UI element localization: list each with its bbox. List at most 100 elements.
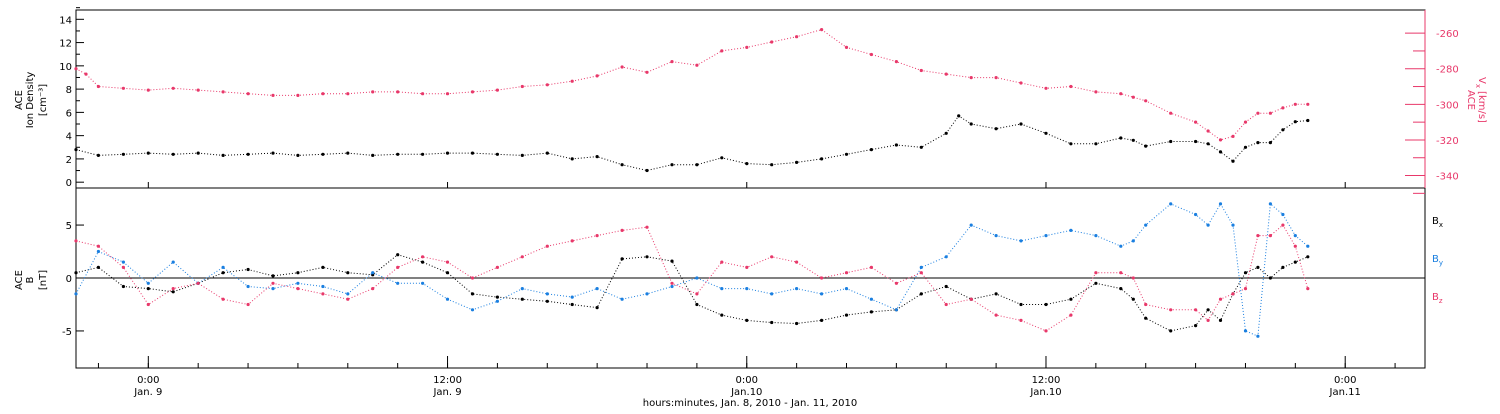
by-point-3 <box>146 281 150 285</box>
vx-point-17 <box>470 90 475 94</box>
top-ytick-label-4: 8 <box>66 85 72 96</box>
bx-point-19 <box>545 299 549 303</box>
vx-point-6 <box>196 88 200 92</box>
vx-point-3 <box>121 86 125 90</box>
bz-point-11 <box>346 297 350 301</box>
ion-density-point-23 <box>645 168 649 173</box>
bx-point-21 <box>595 306 599 310</box>
by-point-53 <box>1281 212 1285 217</box>
bz-point-44 <box>1144 302 1148 307</box>
top-ytick-label-1: 2 <box>66 155 72 166</box>
xtick-day-label-4: Jan.11 <box>1329 387 1361 398</box>
bz-point-22 <box>620 228 624 232</box>
bx-point-50 <box>1243 271 1248 275</box>
vx-point-18 <box>495 88 499 92</box>
bz-point-20 <box>570 239 574 243</box>
top-ytick-label-5: 10 <box>59 62 72 73</box>
ion-density-point-30 <box>820 157 824 161</box>
by-trace <box>75 202 1309 337</box>
bx-trace <box>75 254 1308 332</box>
bottom-ylabel-line1: ACE <box>14 270 25 290</box>
vx-point-48 <box>1206 129 1210 133</box>
vx-point-36 <box>944 72 948 76</box>
bz-point-55 <box>1306 287 1310 291</box>
vx-point-25 <box>670 60 674 64</box>
vx-point-5 <box>171 86 175 90</box>
bz-point-51 <box>1256 234 1260 238</box>
vx-point-31 <box>820 28 824 32</box>
top-ytick-label-3: 6 <box>66 108 72 119</box>
legend-bz-sub: z <box>1439 297 1443 305</box>
vx-point-33 <box>869 52 874 57</box>
bz-point-42 <box>1119 271 1123 275</box>
ion-density-point-55 <box>1293 120 1297 124</box>
xtick-day-label-2: Jan.10 <box>730 387 762 398</box>
bx-point-10 <box>321 265 325 269</box>
ion-density-point-17 <box>495 152 499 156</box>
bx-point-43 <box>1131 297 1135 301</box>
ion-density-point-1 <box>96 153 100 157</box>
top-y2label-unit: [km/s] <box>1476 91 1487 123</box>
bz-point-5 <box>196 281 200 285</box>
top-ytick-label-7: 14 <box>59 15 72 26</box>
top-ylabel-line3: [cm⁻³] <box>38 84 49 116</box>
top-y2label-sub: x <box>1474 84 1482 88</box>
bz-point-18 <box>520 255 524 259</box>
bz-point-26 <box>720 260 724 264</box>
bx-point-32 <box>869 310 874 314</box>
ion-density-point-41 <box>1069 142 1073 146</box>
top-y2tick-label-2: -300 <box>1436 100 1459 111</box>
by-point-19 <box>545 292 549 296</box>
ion-density-point-21 <box>595 155 599 159</box>
ion-density-point-56 <box>1306 118 1310 123</box>
bottom-ytick-label-1: 0 <box>66 274 72 285</box>
bx-point-48 <box>1218 318 1223 322</box>
bz-point-4 <box>171 287 175 291</box>
vx-point-43 <box>1119 92 1123 96</box>
xtick-day-label-0: Jan. 9 <box>133 387 162 398</box>
vx-point-56 <box>1306 102 1310 106</box>
vx-point-8 <box>246 92 250 96</box>
by-point-26 <box>720 287 724 291</box>
bx-point-34 <box>919 292 923 296</box>
vx-point-20 <box>545 83 549 87</box>
ion-density-point-29 <box>795 160 799 164</box>
bottom-ytick-label-0: -5 <box>62 327 72 338</box>
by-point-48 <box>1218 202 1223 206</box>
vx-point-41 <box>1069 84 1073 89</box>
top-y2label-v: V <box>1476 77 1487 84</box>
vx-point-14 <box>396 90 400 94</box>
ion-density-point-10 <box>321 152 325 156</box>
vx-point-44 <box>1131 95 1135 99</box>
ion-density-point-32 <box>869 148 874 152</box>
by-point-30 <box>820 292 824 296</box>
ion-density-point-34 <box>919 145 923 149</box>
bx-point-24 <box>670 259 674 263</box>
vx-point-54 <box>1281 106 1285 110</box>
ion-density-point-4 <box>171 152 175 156</box>
ion-density-point-16 <box>470 151 475 155</box>
by-point-23 <box>645 292 649 296</box>
by-point-9 <box>296 281 300 285</box>
vx-trace <box>75 29 1308 141</box>
ion-density-point-7 <box>246 152 250 156</box>
by-point-22 <box>620 297 624 301</box>
ion-density-point-27 <box>745 162 749 166</box>
vx-point-9 <box>271 93 275 97</box>
bottom-ytick-label-2: 5 <box>66 221 72 232</box>
top-y2tick-label-4: -260 <box>1436 29 1459 40</box>
vx-point-29 <box>770 40 774 44</box>
bz-point-39 <box>1044 329 1048 333</box>
ion-density-point-25 <box>695 163 699 167</box>
bx-point-55 <box>1306 255 1310 259</box>
bx-point-46 <box>1194 324 1198 328</box>
bz-point-30 <box>820 276 824 280</box>
bx-point-45 <box>1169 329 1173 333</box>
vx-point-11 <box>321 92 325 96</box>
ion-density-point-6 <box>221 153 225 157</box>
bx-point-18 <box>520 297 524 301</box>
legend-bx: Bx <box>1432 216 1443 229</box>
top-ytick-label-6: 12 <box>59 39 72 50</box>
ion-density-point-9 <box>296 153 300 157</box>
